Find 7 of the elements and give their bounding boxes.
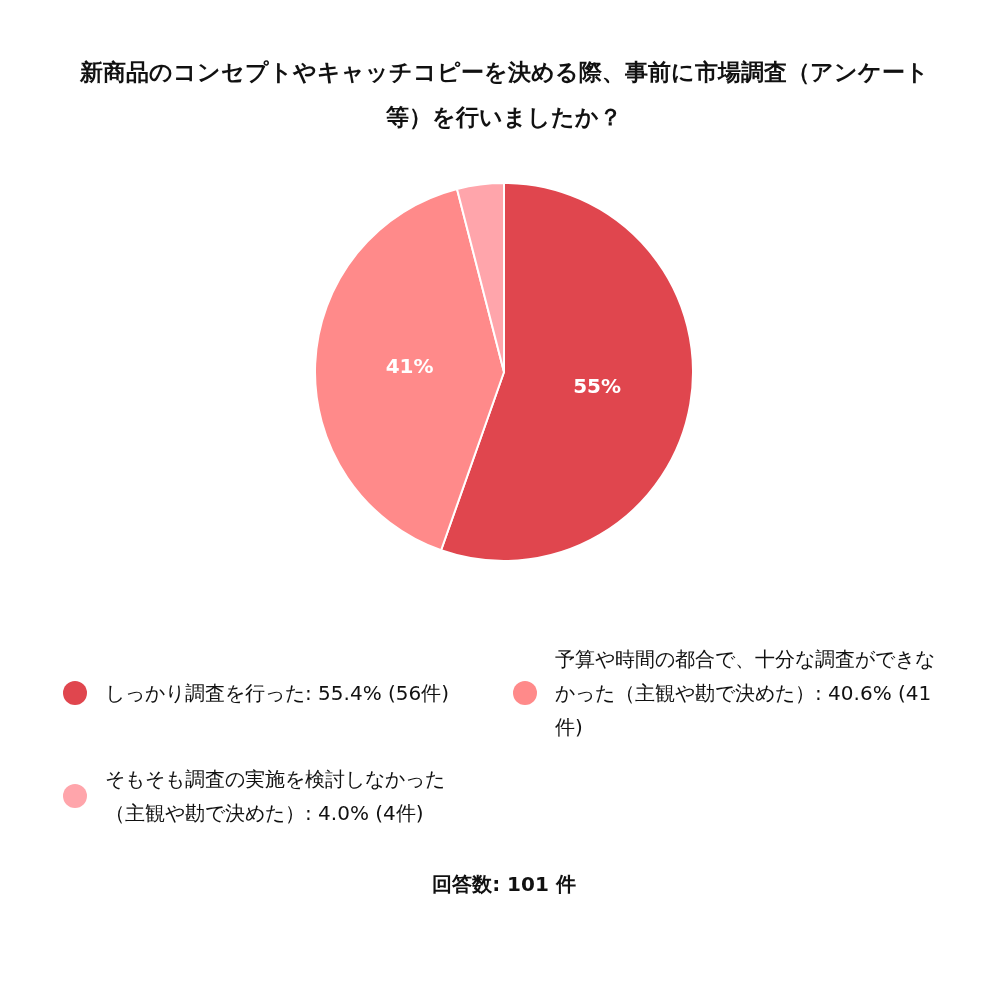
legend-label: そもそも調査の実施を検討しなかった（主観や勘で決めた）: 4.0% (4件) <box>105 766 446 827</box>
legend-label: しっかり調査を行った: 55.4% (56件) <box>105 680 450 707</box>
text: 回答数: 101 件 <box>431 871 577 898</box>
data-label: 41% <box>385 354 434 379</box>
chart-title: 新商品のコンセプトやキャッチコピーを決める際、事前に市場調査（アンケート等）を行いましたか？ <box>78 58 930 132</box>
legend-label: 予算や時間の都合で、十分な調査ができなかった（主観や勘で決めた）: 40.6% (41件) <box>555 646 936 741</box>
data-label: 55% <box>573 374 622 399</box>
